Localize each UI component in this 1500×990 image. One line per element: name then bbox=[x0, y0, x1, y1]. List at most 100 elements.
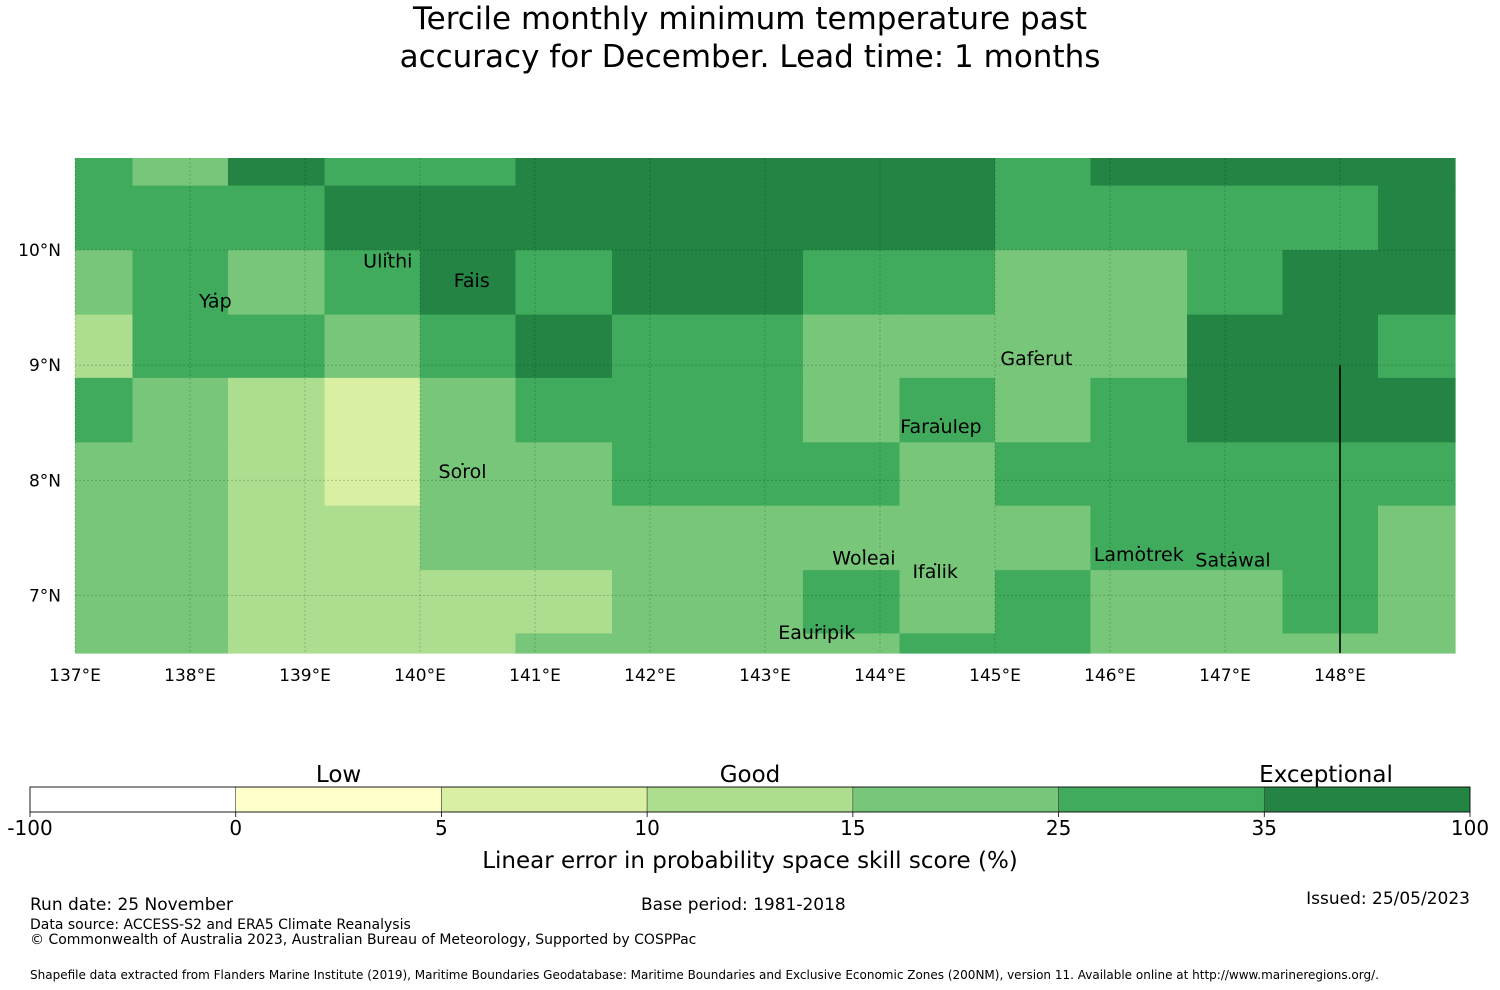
grid-cell bbox=[1377, 250, 1456, 316]
base-period: Base period: 1981-2018 bbox=[641, 895, 846, 915]
grid-cell bbox=[612, 570, 709, 635]
grid-cell bbox=[1090, 505, 1188, 571]
grid-cell bbox=[707, 185, 804, 251]
grid-cell bbox=[1187, 633, 1284, 654]
grid-cell bbox=[1187, 185, 1284, 251]
grid-cell bbox=[420, 377, 517, 443]
grid-cell bbox=[1282, 314, 1379, 379]
grid-cell bbox=[324, 185, 421, 251]
lon-tick-label: 139°E bbox=[279, 666, 331, 686]
grid-cell bbox=[612, 442, 709, 507]
grid-cell bbox=[227, 185, 326, 251]
place-label-lamotrek: Lamotrek bbox=[1094, 544, 1184, 566]
shapefile-credit: Shapefile data extracted from Flanders M… bbox=[30, 968, 1379, 982]
grid-cell bbox=[612, 158, 709, 187]
grid-cell bbox=[420, 570, 517, 635]
place-label-yap: Yap bbox=[198, 291, 232, 313]
grid-cell bbox=[515, 250, 613, 316]
grid-cell bbox=[707, 570, 804, 635]
lon-tick-label: 143°E bbox=[739, 666, 791, 686]
island-marker bbox=[1137, 545, 1140, 549]
grid-cell bbox=[1187, 158, 1284, 187]
grid-cell bbox=[802, 442, 901, 507]
place-label-eauripik: Eauripik bbox=[778, 622, 855, 644]
graticule bbox=[74, 158, 1455, 653]
grid-cell bbox=[899, 314, 996, 379]
grid-cell bbox=[899, 377, 996, 443]
colorbar-bin bbox=[441, 786, 648, 813]
grid-cell bbox=[132, 250, 229, 316]
grid-cell bbox=[1187, 314, 1284, 379]
colorbar-bin bbox=[646, 786, 854, 813]
place-labels: Ulithi Fais Yap Gaferut Faraulep Sorol Woleai I… bbox=[198, 250, 1271, 644]
colorbar-categories: Low Good Exceptional bbox=[316, 762, 1393, 788]
grid-cell bbox=[995, 158, 1092, 187]
grid-cell bbox=[995, 633, 1092, 654]
grid-cell bbox=[227, 158, 326, 187]
grid-cell bbox=[75, 505, 134, 571]
latitude-ticks: 10°N 9°N 8°N 7°N bbox=[18, 241, 61, 606]
grid-cell bbox=[1090, 314, 1188, 379]
grid-cell bbox=[802, 570, 901, 635]
grid-cell bbox=[1187, 377, 1284, 443]
grid-cell bbox=[1377, 377, 1456, 443]
grid-cell bbox=[227, 442, 326, 507]
grid-cell bbox=[899, 570, 996, 635]
grid-cell bbox=[132, 633, 229, 654]
grid-cell bbox=[1090, 185, 1188, 251]
grid-cell bbox=[227, 250, 326, 316]
place-label-ifalik: Ifalik bbox=[912, 561, 958, 583]
grid-cell bbox=[324, 442, 421, 507]
colorbar-label: Linear error in probability space skill … bbox=[482, 848, 1018, 874]
grid-cell bbox=[75, 185, 134, 251]
grid-cell bbox=[707, 314, 804, 379]
lon-tick-label: 140°E bbox=[394, 666, 446, 686]
grid-cell bbox=[802, 505, 901, 571]
grid-cell bbox=[707, 505, 804, 571]
grid-cell bbox=[1282, 633, 1379, 654]
grid-cell bbox=[324, 158, 421, 187]
colorbar-tick-label: 10 bbox=[634, 816, 659, 840]
grid-cell bbox=[612, 185, 709, 251]
grid-cell bbox=[1377, 158, 1456, 187]
grid-cell bbox=[132, 570, 229, 635]
grid-cell bbox=[132, 377, 229, 443]
grid-cell bbox=[515, 570, 613, 635]
grid-cell bbox=[899, 185, 996, 251]
grid-cell bbox=[612, 250, 709, 316]
run-date: Run date: 25 November bbox=[30, 895, 233, 915]
grid-cell bbox=[515, 442, 613, 507]
grid-cell bbox=[1090, 377, 1188, 443]
colorbar-bins bbox=[29, 786, 1471, 813]
grid-cell bbox=[324, 250, 421, 316]
grid-cell bbox=[1090, 442, 1188, 507]
lon-tick-label: 137°E bbox=[49, 666, 101, 686]
grid-cell bbox=[1187, 505, 1284, 571]
grid-cell bbox=[1377, 633, 1456, 654]
grid-cell bbox=[75, 250, 134, 316]
grid-cell bbox=[420, 633, 517, 654]
lon-tick-label: 147°E bbox=[1199, 666, 1251, 686]
grid-cell bbox=[324, 633, 421, 654]
grid-cell bbox=[802, 250, 901, 316]
grid-cell bbox=[75, 314, 134, 379]
grid-cell bbox=[1282, 505, 1379, 571]
place-label-fais: Fais bbox=[454, 270, 490, 292]
place-label-faraulep: Faraulep bbox=[900, 416, 981, 438]
grid-cell bbox=[1377, 442, 1456, 507]
lat-tick-label: 8°N bbox=[29, 471, 61, 491]
grid-cell bbox=[802, 185, 901, 251]
grid-cell bbox=[515, 505, 613, 571]
grid-cell bbox=[1090, 250, 1188, 316]
lon-tick-label: 146°E bbox=[1084, 666, 1136, 686]
colorbar-bin bbox=[1263, 786, 1471, 813]
grid-cell bbox=[75, 442, 134, 507]
colorbar-tick-label: -100 bbox=[7, 816, 52, 840]
grid-cell bbox=[132, 314, 229, 379]
grid-cell bbox=[420, 185, 517, 251]
grid-cell bbox=[75, 377, 134, 443]
grid-cell bbox=[132, 185, 229, 251]
copyright: © Commonwealth of Australia 2023, Austra… bbox=[30, 932, 697, 948]
lon-tick-label: 145°E bbox=[969, 666, 1021, 686]
